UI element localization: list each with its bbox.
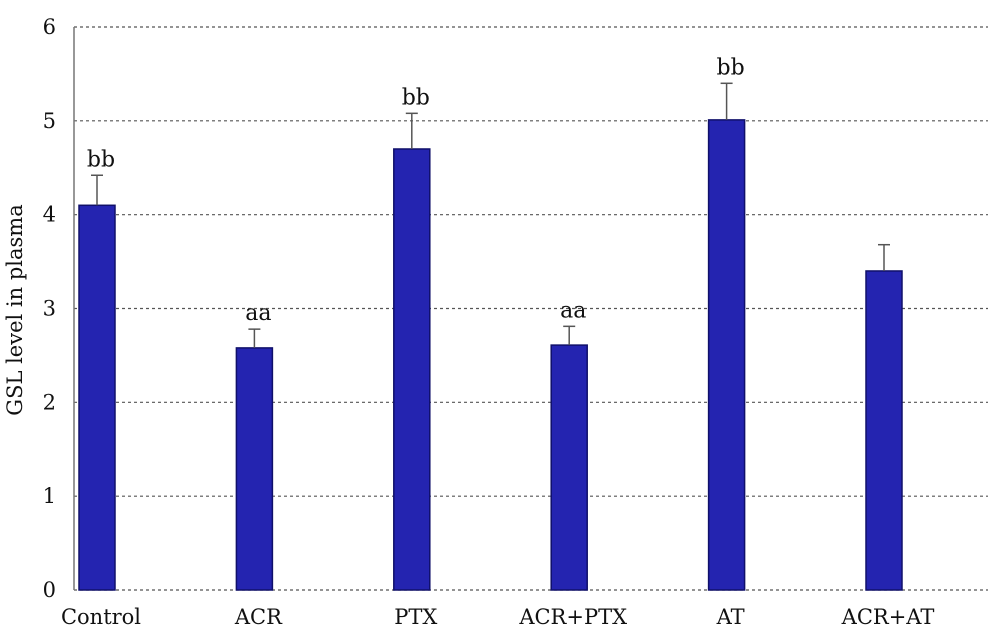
x-tick-label-acr-at: ACR+AT <box>841 605 935 629</box>
error-bars <box>91 82 890 348</box>
y-tick-label-4: 4 <box>43 203 56 227</box>
annotation-ptx: bb <box>402 85 430 110</box>
x-tick-label-control: Control <box>61 605 141 629</box>
annotation-acr-ptx: aa <box>560 298 586 323</box>
annotation-acr: aa <box>245 301 271 326</box>
bar-acr-ptx <box>550 344 588 591</box>
x-axis-categories: Control ACR PTX ACR+PTX AT ACR+AT <box>61 605 934 629</box>
bar-acr-at <box>865 270 903 591</box>
annotation-control: bb <box>87 147 115 172</box>
x-tick-label-acr: ACR <box>234 605 283 629</box>
y-tick-label-1: 1 <box>43 484 56 508</box>
y-tick-label-5: 5 <box>43 109 56 133</box>
y-tick-label-2: 2 <box>43 390 56 414</box>
x-tick-label-at: AT <box>716 605 745 629</box>
bar-at <box>707 119 746 591</box>
y-axis-ticks: 0 1 2 3 4 5 6 <box>43 15 56 602</box>
annotations: bb aa bb aa bb <box>87 55 745 326</box>
x-tick-label-ptx: PTX <box>394 605 437 629</box>
y-axis-title: GSL level in plasma <box>3 204 27 415</box>
y-tick-label-6: 6 <box>43 15 56 39</box>
x-tick-label-acr-ptx: ACR+PTX <box>518 605 627 629</box>
bar-acr <box>235 347 274 591</box>
y-tick-label-3: 3 <box>43 297 56 321</box>
bars <box>78 119 903 591</box>
bar-control <box>78 204 116 591</box>
y-tick-label-0: 0 <box>43 578 56 602</box>
bar-ptx <box>393 148 431 591</box>
gridlines <box>74 26 988 591</box>
annotation-at: bb <box>717 55 745 80</box>
